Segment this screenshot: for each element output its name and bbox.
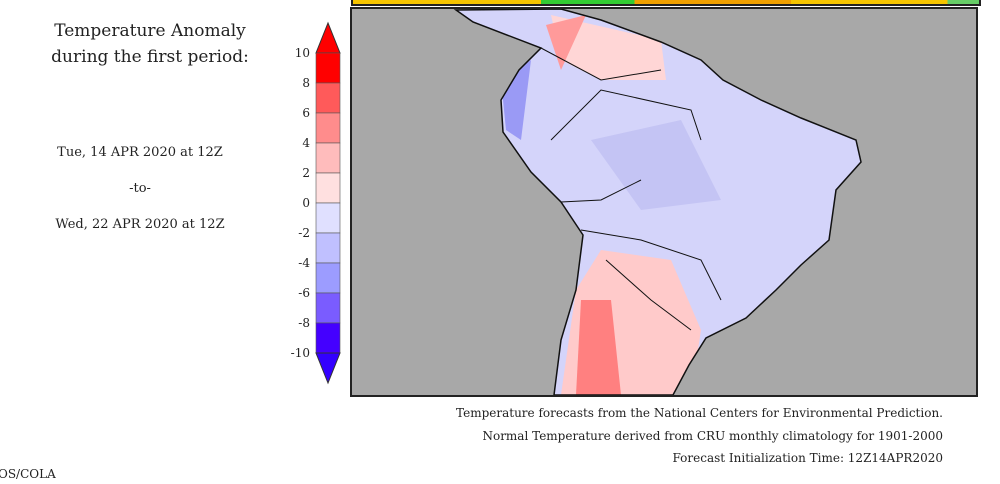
footer-climatology: Normal Temperature derived from CRU mont… [482, 429, 943, 443]
colorbar-tick-label: -8 [298, 316, 310, 330]
colorbar-bin [315, 52, 341, 84]
period-start: Tue, 14 APR 2020 at 12Z [57, 145, 223, 160]
colorbar-tick-label: -10 [291, 346, 310, 360]
colorbar-bin [315, 322, 341, 354]
colorbar-bin [315, 292, 341, 324]
colorbar-under-arrow [315, 352, 341, 385]
warm-anomaly-north [551, 15, 666, 80]
map-title: Temperature Anomaly during the first per… [51, 21, 249, 67]
period-separator: -to- [129, 181, 151, 196]
colorbar-bin [315, 82, 341, 114]
colorbar-tick-label: 8 [302, 76, 310, 90]
colorbar-bin [315, 112, 341, 144]
colorbar-tick-label: 6 [302, 106, 310, 120]
footer-init-time: Forecast Initialization Time: 12Z14APR20… [672, 451, 943, 465]
colorbar-tick-label: 10 [295, 46, 310, 60]
country-borders [540, 47, 722, 331]
coastline [453, 8, 862, 396]
footer-source: Temperature forecasts from the National … [456, 406, 943, 420]
period-end: Wed, 22 APR 2020 at 12Z [55, 217, 225, 232]
colorbar-bin [315, 172, 341, 204]
colorbar-tick-label: -2 [298, 226, 310, 240]
colorbar-tick-label: 0 [302, 196, 310, 210]
colorbar-tick-label: -4 [298, 256, 310, 270]
colorbar-tick-label: 2 [302, 166, 310, 180]
colorbar-bin [315, 262, 341, 294]
colorbar-tick-label: 4 [302, 136, 310, 150]
colorbar-bin [315, 202, 341, 234]
colorbar-bin [315, 142, 341, 174]
colorbar-over-arrow [315, 21, 341, 54]
previous-panel-strip [351, 0, 981, 6]
colorbar: 10 8 6 4 2 0 -2 -4 -6 -8 -10 [291, 21, 341, 385]
colorbar-bin [315, 232, 341, 264]
footer-credit: OS/COLA [0, 467, 56, 481]
colorbar-tick-label: -6 [298, 286, 310, 300]
anomaly-map [350, 7, 978, 397]
